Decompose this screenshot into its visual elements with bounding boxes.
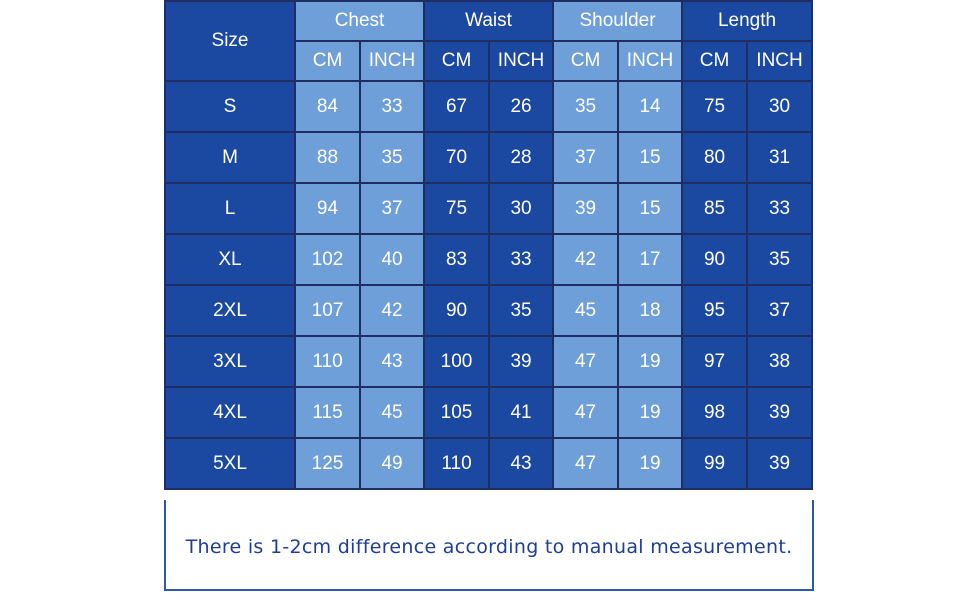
length-cm-cell: 97 (681, 335, 749, 388)
chest-inch-cell: 37 (358, 182, 426, 235)
chest-cm-cell: 107 (294, 284, 361, 337)
length-inch-cell: 37 (746, 284, 814, 337)
table-body: S 84 33 67 26 35 14 75 30 M 88 35 70 28 37 15 80 31 L 94 37 7… (164, 80, 814, 490)
length-inch-cell: 33 (746, 182, 814, 235)
chest-cm-cell: 84 (294, 80, 361, 133)
shoulder-inch-cell: 15 (617, 131, 684, 184)
shoulder-header: Shoulder (552, 0, 684, 42)
waist-cm-cell: 110 (423, 437, 491, 490)
chest-cm-cell: 110 (294, 335, 361, 388)
length-cm-cell: 95 (681, 284, 749, 337)
waist-inch-cell: 33 (488, 233, 555, 286)
length-inch-cell: 31 (746, 131, 814, 184)
chest-inch-cell: 40 (358, 233, 426, 286)
chest-cm-cell: 88 (294, 131, 361, 184)
chest-cm-cell: 115 (294, 386, 361, 439)
shoulder-inch-cell: 19 (617, 386, 684, 439)
chest-cm-cell: 102 (294, 233, 361, 286)
size-chart: Size Chest Waist Shoulder Length CM INCH… (164, 0, 814, 490)
length-cm-cell: 85 (681, 182, 749, 235)
chest-inch-cell: 42 (358, 284, 426, 337)
shoulder-inch-cell: 19 (617, 437, 684, 490)
chest-inch-cell: 43 (358, 335, 426, 388)
size-table: Size Chest Waist Shoulder Length CM INCH… (164, 0, 814, 490)
shoulder-cm-cell: 37 (552, 131, 620, 184)
table-row: S 84 33 67 26 35 14 75 30 (164, 80, 814, 133)
waist-cm-cell: 67 (423, 80, 491, 133)
shoulder-inch-cell: 14 (617, 80, 684, 133)
table-row: XL 102 40 83 33 42 17 90 35 (164, 233, 814, 286)
size-cell: XL (164, 233, 296, 286)
shoulder-cm-cell: 47 (552, 386, 620, 439)
shoulder-cm-cell: 45 (552, 284, 620, 337)
size-cell: 3XL (164, 335, 296, 388)
shoulder-inch-cell: 17 (617, 233, 684, 286)
table-row: 2XL 107 42 90 35 45 18 95 37 (164, 284, 814, 337)
shoulder-cm-cell: 47 (552, 437, 620, 490)
chest-cm-cell: 94 (294, 182, 361, 235)
length-cm-cell: 99 (681, 437, 749, 490)
table-row: 3XL 110 43 100 39 47 19 97 38 (164, 335, 814, 388)
waist-inch-cell: 41 (488, 386, 555, 439)
size-cell: 4XL (164, 386, 296, 439)
length-cm-cell: 90 (681, 233, 749, 286)
measurement-note: There is 1-2cm difference according to m… (185, 535, 793, 558)
chest-inch-cell: 33 (358, 80, 426, 133)
size-cell: 5XL (164, 437, 296, 490)
chest-cm-cell: 125 (294, 437, 361, 490)
table-row: 4XL 115 45 105 41 47 19 98 39 (164, 386, 814, 439)
note-box: There is 1-2cm difference according to m… (164, 500, 814, 591)
waist-cm-cell: 100 (423, 335, 491, 388)
shoulder-inch-cell: 19 (617, 335, 684, 388)
waist-cm-cell: 105 (423, 386, 491, 439)
size-cell: 2XL (164, 284, 296, 337)
waist-cm-cell: 75 (423, 182, 491, 235)
length-cm-cell: 80 (681, 131, 749, 184)
table-row: M 88 35 70 28 37 15 80 31 (164, 131, 814, 184)
length-inch-cell: 39 (746, 437, 814, 490)
waist-cm-cell: 70 (423, 131, 491, 184)
chest-header: Chest (293, 0, 426, 42)
waist-inch-header: INCH (488, 40, 555, 82)
length-header: Length (681, 0, 814, 42)
chest-inch-cell: 35 (358, 131, 426, 184)
waist-cm-header: CM (423, 40, 491, 82)
size-cell: S (164, 80, 296, 133)
length-cm-cell: 98 (681, 386, 749, 439)
shoulder-cm-cell: 35 (552, 80, 620, 133)
shoulder-inch-cell: 15 (617, 182, 684, 235)
length-cm-cell: 75 (681, 80, 749, 133)
length-inch-cell: 35 (746, 233, 814, 286)
table-row: L 94 37 75 30 39 15 85 33 (164, 182, 814, 235)
size-column-header: Size (164, 0, 296, 82)
waist-cm-cell: 83 (423, 233, 491, 286)
waist-header: Waist (423, 0, 555, 42)
waist-inch-cell: 39 (488, 335, 555, 388)
length-inch-header: INCH (746, 40, 814, 82)
shoulder-inch-header: INCH (617, 40, 684, 82)
shoulder-inch-cell: 18 (617, 284, 684, 337)
chest-inch-cell: 45 (358, 386, 426, 439)
waist-cm-cell: 90 (423, 284, 491, 337)
length-cm-header: CM (681, 40, 749, 82)
shoulder-cm-header: CM (552, 40, 620, 82)
waist-inch-cell: 43 (488, 437, 555, 490)
size-cell: L (164, 182, 296, 235)
length-inch-cell: 30 (746, 80, 814, 133)
waist-inch-cell: 26 (488, 80, 555, 133)
chest-inch-cell: 49 (358, 437, 426, 490)
chest-cm-header: CM (294, 40, 361, 82)
shoulder-cm-cell: 42 (552, 233, 620, 286)
waist-inch-cell: 35 (488, 284, 555, 337)
table-row: 5XL 125 49 110 43 47 19 99 39 (164, 437, 814, 490)
length-inch-cell: 39 (746, 386, 814, 439)
size-cell: M (164, 131, 296, 184)
shoulder-cm-cell: 47 (552, 335, 620, 388)
waist-inch-cell: 28 (488, 131, 555, 184)
length-inch-cell: 38 (746, 335, 814, 388)
waist-inch-cell: 30 (488, 182, 555, 235)
chest-inch-header: INCH (358, 40, 426, 82)
shoulder-cm-cell: 39 (552, 182, 620, 235)
